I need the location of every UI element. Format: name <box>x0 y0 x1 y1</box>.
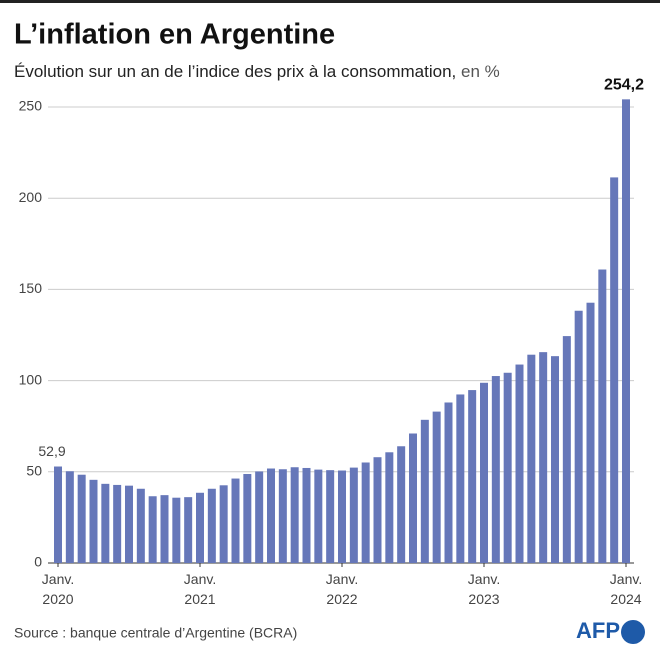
bar <box>515 364 524 563</box>
bar <box>562 336 571 563</box>
y-tick-label: 50 <box>26 463 42 479</box>
bar <box>622 99 630 563</box>
y-tick-label: 250 <box>19 98 43 114</box>
x-tick-label: Janv. 2020 <box>42 571 74 607</box>
x-tick-line: Janv. <box>42 571 74 587</box>
bar <box>539 352 548 563</box>
source: Source : banque centrale d’Argentine (BC… <box>14 625 297 641</box>
bar <box>77 474 86 563</box>
bar <box>397 446 406 563</box>
bar <box>54 466 62 563</box>
bar <box>527 354 536 563</box>
y-tick-label: 200 <box>19 189 43 205</box>
bar <box>551 356 559 563</box>
bar <box>125 485 133 563</box>
y-tick-label: 150 <box>19 280 43 296</box>
y-tick-label: 0 <box>34 554 42 570</box>
bar <box>219 485 228 563</box>
x-tick-line: 2020 <box>42 591 73 607</box>
x-tick-line: Janv. <box>468 571 500 587</box>
y-tick-label: 100 <box>19 371 43 387</box>
bar <box>136 488 145 563</box>
subtitle: Évolution sur un an de l’indice des prix… <box>14 62 500 81</box>
top-rule <box>0 0 660 3</box>
bar <box>113 484 122 563</box>
bar <box>491 376 500 563</box>
bar <box>231 478 240 563</box>
bar <box>444 402 453 563</box>
bar <box>184 497 193 563</box>
bar <box>385 452 394 563</box>
bar <box>160 495 169 563</box>
bar <box>480 382 488 563</box>
logo-dot <box>621 620 645 644</box>
bar <box>172 497 181 563</box>
x-tick-line: Janv. <box>610 571 642 587</box>
bar <box>207 488 216 563</box>
bar <box>586 302 595 563</box>
bar <box>290 467 299 563</box>
bar <box>456 394 465 563</box>
bar <box>349 467 358 563</box>
bar <box>610 177 619 563</box>
bar <box>89 479 98 563</box>
bar <box>255 471 264 563</box>
bar <box>598 269 607 563</box>
logo: AFP <box>576 618 620 643</box>
bar <box>196 492 204 563</box>
bar <box>338 470 346 563</box>
x-tick-label: Janv. 2023 <box>468 571 500 607</box>
x-tick-line: Janv. <box>326 571 358 587</box>
subtitle-unit: en % <box>461 62 500 81</box>
x-tick-label: Janv. 2024 <box>610 571 642 607</box>
bar <box>101 483 110 563</box>
bar <box>361 462 370 563</box>
x-tick-line: 2024 <box>610 591 641 607</box>
bar <box>420 419 429 563</box>
x-tick-line: Janv. <box>184 571 216 587</box>
value-label: 52,9 <box>38 443 65 459</box>
bar <box>65 471 74 563</box>
bar <box>148 496 157 563</box>
bar <box>302 467 311 563</box>
x-tick-label: Janv. 2022 <box>326 571 358 607</box>
bar <box>243 473 252 563</box>
bar <box>373 457 382 563</box>
bar <box>432 411 441 563</box>
x-tick-line: 2021 <box>184 591 215 607</box>
bar <box>314 469 323 563</box>
bar <box>267 468 275 563</box>
bar <box>326 470 335 563</box>
x-tick-line: 2022 <box>326 591 357 607</box>
bar <box>409 433 417 563</box>
x-tick-label: Janv. 2021 <box>184 571 216 607</box>
bar <box>278 469 287 563</box>
bar <box>574 310 583 563</box>
bar <box>468 390 477 563</box>
value-label: 254,2 <box>604 77 644 94</box>
chart-title: L’inflation en Argentine <box>14 19 335 51</box>
x-tick-line: 2023 <box>468 591 499 607</box>
bar <box>503 372 512 563</box>
subtitle-text: Évolution sur un an de l’indice des prix… <box>14 62 456 81</box>
